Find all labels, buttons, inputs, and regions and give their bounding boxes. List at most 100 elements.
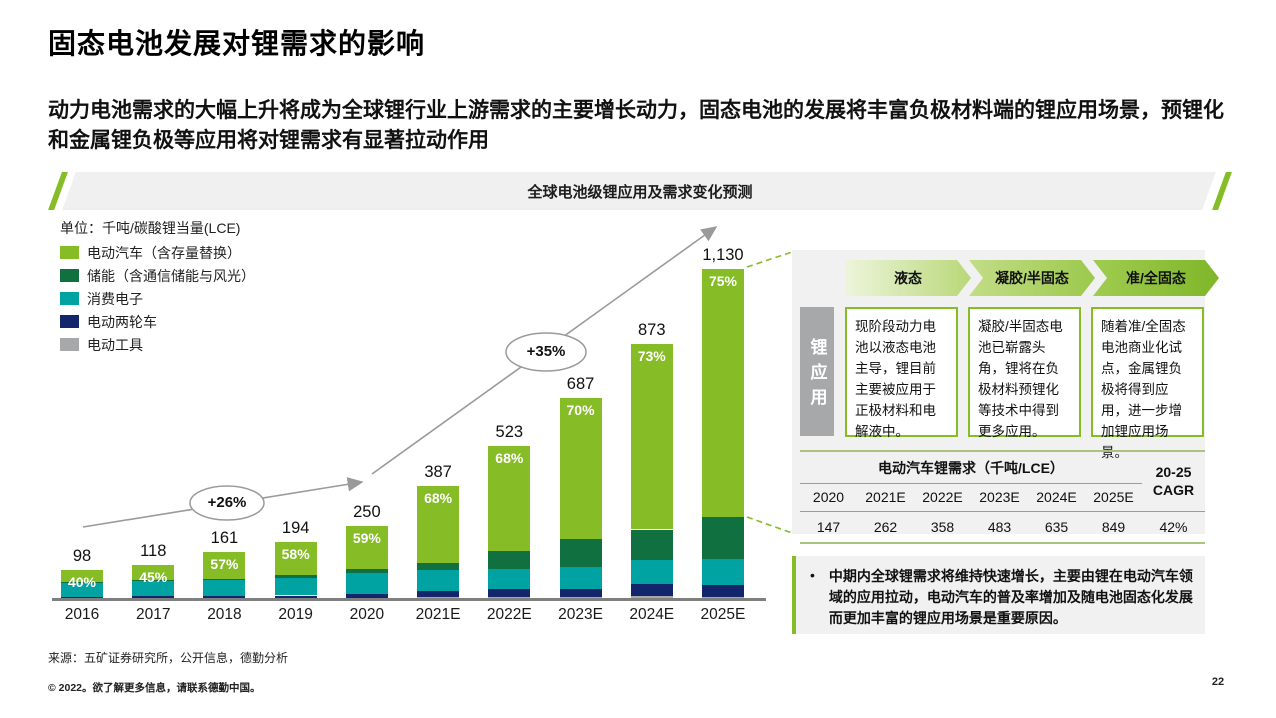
x-axis-label: 2019	[278, 606, 313, 623]
bar-segment-2018	[203, 552, 246, 579]
table-year: 2022E	[914, 484, 971, 512]
insight-box: • 中期内全球锂需求将维持快速增长，主要由锂在电动汽车领域的应用拉动，电动汽车的…	[792, 556, 1205, 634]
bar-segment-2024E	[630, 344, 673, 530]
bar-segment-2025E	[701, 585, 744, 597]
bar-total-label: 873	[637, 321, 666, 340]
bar-segment-2023E	[559, 588, 602, 597]
legend-swatch-twowheeler	[60, 315, 79, 328]
table-value: 358	[930, 519, 955, 535]
stage-description-semisolid: 凝胶/半固态电池已崭露头角，锂将在负极材料预锂化等技术中得到更多应用。	[968, 307, 1081, 439]
bar-ev-share-label: 68%	[424, 490, 453, 506]
growth-badge-2: +35%	[526, 343, 566, 360]
legend-item: 储能（含通信储能与风光）	[60, 264, 255, 287]
bar-segment-2024E	[630, 584, 673, 597]
page-number: 22	[1211, 676, 1225, 688]
bar-segment-2020	[345, 526, 388, 569]
bar-segment-2019	[274, 577, 317, 596]
bar-segment-2016	[61, 570, 103, 582]
bar-segment-2023E	[559, 398, 602, 540]
chevron-stage-semisolid: 凝胶/半固态	[969, 260, 1095, 296]
bar-ev-share-label: 58%	[281, 546, 310, 563]
bar-total-label: 194	[281, 519, 310, 538]
legend-label: 储能（含通信储能与风光）	[87, 267, 255, 284]
bar-ev-share-label: 75%	[708, 273, 737, 289]
bar-segment-2019	[274, 595, 317, 598]
bar-segment-2024E	[630, 529, 673, 560]
table-value: 483	[987, 519, 1012, 535]
bar-ev-share-label: 68%	[495, 450, 524, 467]
chevron-stage-liquid: 液态	[845, 260, 971, 296]
bar-segment-2018	[203, 596, 246, 599]
x-axis-label: 2023E	[558, 606, 603, 623]
legend-label: 电动工具	[87, 336, 143, 353]
bar-ev-share-label: 57%	[210, 556, 239, 572]
table-year: 2020	[800, 484, 857, 512]
bar-segment-2018	[203, 578, 246, 580]
bar-ev-share-label: 59%	[352, 530, 381, 546]
bar-segment-2016	[61, 596, 103, 599]
bar-segment-2021E	[417, 562, 460, 571]
legend-item: 电动工具	[60, 333, 255, 356]
x-axis-label: 2017	[135, 606, 171, 623]
growth-badge-1: +26%	[207, 494, 247, 511]
bullet-icon: •	[810, 567, 815, 583]
bar-segment-2018	[203, 580, 246, 597]
bar-segment-2020	[345, 593, 388, 598]
unit-label: 单位：千吨/碳酸锂当量(LCE)	[60, 220, 241, 236]
bar-ev-share-label: 45%	[139, 568, 168, 585]
table-year: 2024E	[1028, 484, 1085, 512]
bar-total-label: 118	[140, 541, 167, 560]
table-value: 147	[816, 519, 841, 535]
bar-total-label: 387	[424, 463, 452, 481]
chevron-label: 准/全固态	[1126, 270, 1186, 286]
legend-swatch-powertool	[60, 338, 79, 351]
x-axis-label: 2024E	[629, 606, 675, 623]
table-title: 电动汽车锂需求（千吨/LCE）	[800, 452, 1142, 484]
bar-segment-2022E	[488, 589, 531, 597]
bar-total-label: 250	[353, 503, 381, 521]
page-subtitle: 动力电池需求的大幅上升将成为全球锂行业上游需求的主要增长动力，固态电池的发展将丰…	[48, 99, 1224, 153]
table-year: 2025E	[1085, 484, 1142, 512]
bar-segment-2017	[132, 580, 175, 581]
stage-description-liquid: 现阶段动力电池以液态电池主导，锂目前主要被应用于正极材料和电解液中。	[845, 307, 958, 439]
bar-segment-2025E	[701, 516, 744, 559]
bar-segment-2020	[345, 568, 388, 573]
bar-segment-2021E	[417, 570, 460, 591]
row-label-lithium-application: 锂应用	[800, 307, 834, 436]
bar-segment-2017	[132, 596, 175, 599]
bar-ev-share-label: 40%	[67, 574, 97, 591]
copyright-note: © 2022。欲了解更多信息，请联系德勤中国。	[48, 682, 261, 694]
table-cagr-header: 20-25 CAGR	[1142, 452, 1205, 512]
chart-legend: 电动汽车（含存量替换） 储能（含通信储能与风光） 消费电子 电动两轮车 电动工具	[60, 241, 255, 356]
x-axis-label: 2016	[64, 606, 100, 623]
bar-ev-share-label: 73%	[637, 348, 666, 365]
bar-total-label: 687	[566, 375, 595, 394]
table-year: 2023E	[971, 484, 1028, 512]
legend-item: 电动汽车（含存量替换）	[60, 241, 255, 264]
bar-segment-2019	[274, 575, 317, 578]
x-axis-label: 2025E	[700, 606, 746, 623]
bar-segment-2019	[274, 542, 317, 576]
x-axis-label: 2018	[207, 606, 242, 623]
chevron-label: 凝胶/半固态	[995, 270, 1069, 286]
x-axis-label: 2021E	[415, 606, 461, 623]
bar-total-label: 161	[210, 529, 239, 547]
bar-segment-2025E	[701, 559, 744, 585]
bar-segment-2024E	[630, 596, 673, 599]
chart-title: 全球电池级锂应用及需求变化预测	[527, 184, 753, 201]
bar-segment-2025E	[701, 269, 744, 517]
table-value: 635	[1044, 519, 1069, 535]
legend-item: 消费电子	[60, 287, 255, 310]
page-title: 固态电池发展对锂需求的影响	[48, 28, 426, 59]
chevron-label: 液态	[894, 270, 922, 286]
bar-segment-2022E	[488, 568, 531, 590]
bar-segment-2023E	[559, 566, 602, 589]
table-value: 262	[873, 519, 898, 535]
legend-item: 电动两轮车	[60, 310, 255, 333]
chevron-stage-solid: 准/全固态	[1093, 260, 1219, 296]
chart-banner: 全球电池级锂应用及需求变化预测	[48, 172, 1232, 210]
bar-total-label: 523	[495, 423, 524, 442]
bar-segment-2017	[132, 580, 175, 597]
legend-swatch-consumer	[60, 292, 79, 305]
bar-segment-2022E	[488, 550, 531, 569]
